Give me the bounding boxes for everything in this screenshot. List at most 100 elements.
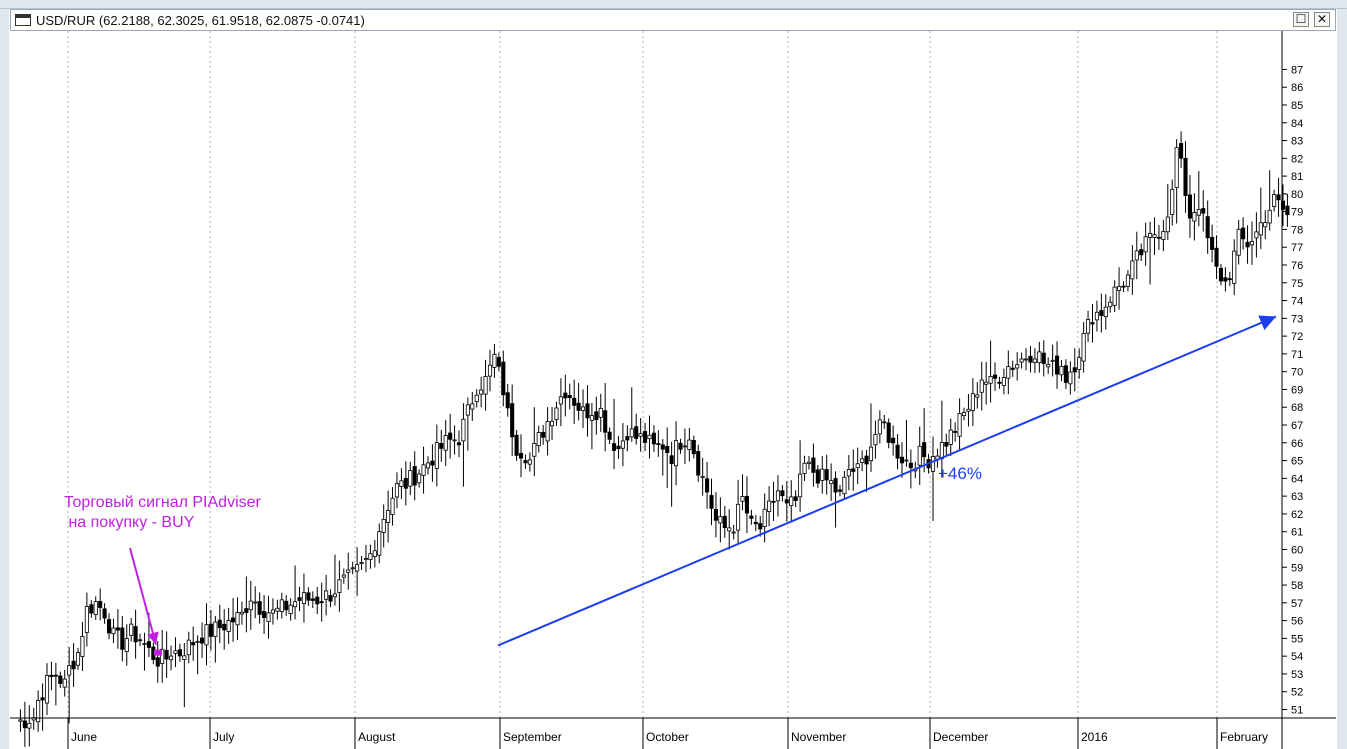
candle-body <box>403 478 408 489</box>
candle-body <box>966 408 971 412</box>
candle-body <box>740 496 745 502</box>
candle-body <box>239 611 244 615</box>
candle-body <box>350 567 355 570</box>
candle-body <box>775 490 781 502</box>
candle-body <box>106 619 112 634</box>
candle-body <box>691 439 696 455</box>
y-tick-label: 57 <box>1291 598 1303 610</box>
candle-body <box>346 569 351 573</box>
candle-body <box>40 697 45 701</box>
x-tick-label: October <box>646 730 689 744</box>
candle-body <box>567 395 572 399</box>
candle-body <box>257 601 262 615</box>
candle-body <box>368 553 373 561</box>
candle-body <box>1081 333 1086 362</box>
candle-body <box>36 700 41 723</box>
candle-body <box>248 600 253 611</box>
candle-body <box>607 431 612 440</box>
candle-body <box>1046 364 1051 368</box>
y-tick-label: 76 <box>1291 260 1303 272</box>
candle-body <box>124 638 129 652</box>
candle-body <box>975 394 980 398</box>
y-tick-label: 62 <box>1291 509 1303 521</box>
candle-body <box>514 434 519 456</box>
candle-body <box>1059 366 1064 376</box>
candle-body <box>262 611 267 618</box>
candle-body <box>1170 189 1175 215</box>
y-tick-label: 70 <box>1291 367 1303 379</box>
candle-body <box>580 406 586 411</box>
candle-body <box>1023 358 1029 361</box>
candle-body <box>1117 286 1122 291</box>
candle-body <box>846 469 851 477</box>
candle-body <box>656 443 661 445</box>
candle-body <box>1174 147 1179 188</box>
candle-body <box>1090 322 1095 325</box>
signal-arrow <box>129 547 159 645</box>
candle-body <box>310 598 315 601</box>
candle-body <box>1161 231 1166 240</box>
y-tick-label: 65 <box>1291 456 1303 468</box>
candle-body <box>226 619 231 632</box>
candle-body <box>758 523 763 530</box>
candle-body <box>997 381 1002 384</box>
candle-body <box>603 410 608 433</box>
candle-body <box>425 462 431 469</box>
candle-body <box>749 515 754 519</box>
candle-body <box>882 421 887 424</box>
candle-body <box>660 444 665 450</box>
candle-body <box>1037 351 1042 364</box>
y-tick-label: 54 <box>1291 651 1303 663</box>
x-tick-label: February <box>1220 730 1268 744</box>
candle-body <box>275 607 280 612</box>
candle-body <box>1032 358 1037 363</box>
candle-body <box>434 442 439 469</box>
candle-body <box>372 550 377 557</box>
candle-body <box>324 590 329 600</box>
candle-body <box>1280 200 1286 210</box>
overlay-layer <box>129 315 1277 656</box>
chart-window-titlebar[interactable]: USD/RUR (62.2188, 62.3025, 61.9518, 62.0… <box>10 9 1336 31</box>
candle-body <box>1196 209 1201 216</box>
candle-body <box>381 518 386 533</box>
candle-body <box>1285 205 1290 216</box>
candle-body <box>598 407 603 418</box>
y-tick-label: 61 <box>1291 527 1303 539</box>
candle-body <box>182 655 187 660</box>
y-tick-label: 55 <box>1291 633 1303 645</box>
x-tick-label: August <box>358 730 396 744</box>
candle-body <box>563 392 568 399</box>
x-tick-label: September <box>503 730 562 744</box>
y-tick-label: 73 <box>1291 313 1303 325</box>
candle-body <box>208 623 213 637</box>
candle-body <box>284 600 289 611</box>
candle-body <box>328 594 333 602</box>
candle-body <box>1125 274 1130 287</box>
close-button[interactable]: ✕ <box>1314 12 1330 27</box>
candle-body <box>483 376 488 395</box>
candle-body <box>53 674 58 677</box>
percent-gain-label: +46% <box>938 464 982 483</box>
signal-annotation: Торговый сигнал PIAdviser на покупку - B… <box>64 493 261 533</box>
candle-body <box>651 432 656 445</box>
candle-body <box>789 496 794 506</box>
candle-body <box>1006 366 1011 379</box>
y-tick-label: 87 <box>1291 64 1303 76</box>
candle-body <box>1148 232 1153 238</box>
trendline-arrow <box>497 315 1277 647</box>
candle-body <box>49 674 54 678</box>
candle-body <box>337 579 342 593</box>
candle-body <box>217 619 222 629</box>
candle-body <box>793 496 798 501</box>
restore-button[interactable]: ☐ <box>1293 12 1309 27</box>
candle-body <box>616 445 621 449</box>
candle-body <box>1156 236 1161 239</box>
candle-body <box>1099 310 1104 316</box>
y-tick-label: 79 <box>1291 207 1303 219</box>
candle-body <box>948 429 953 445</box>
y-tick-label: 72 <box>1291 331 1303 343</box>
candle-body <box>988 376 993 384</box>
candle-body <box>355 564 360 572</box>
candle-body <box>1245 241 1250 248</box>
candle-body <box>456 442 462 446</box>
